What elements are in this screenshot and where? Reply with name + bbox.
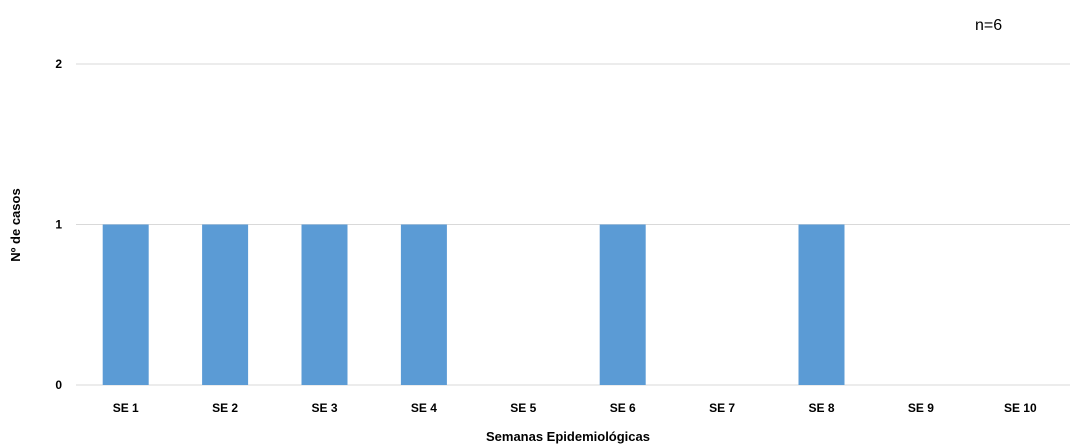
- y-tick-label: 0: [55, 378, 62, 392]
- bar-se-6: [599, 224, 646, 385]
- bar-se-1: [102, 224, 149, 385]
- bar-se-4: [400, 224, 447, 385]
- x-tick-label: SE 2: [212, 401, 238, 415]
- x-tick-label: SE 3: [311, 401, 337, 415]
- x-tick-label: SE 4: [411, 401, 437, 415]
- bars: [102, 224, 845, 385]
- x-axis-title: Semanas Epidemiológicas: [486, 429, 650, 444]
- bar-se-2: [202, 224, 249, 385]
- annotation-n: n=6: [975, 17, 1002, 34]
- x-tick-label: SE 9: [908, 401, 934, 415]
- x-tick-label: SE 5: [510, 401, 536, 415]
- x-tick-label: SE 10: [1004, 401, 1037, 415]
- x-tick-label: SE 6: [610, 401, 636, 415]
- y-axis-title: Nº de casos: [8, 188, 23, 261]
- y-tick-label: 1: [55, 218, 62, 232]
- y-axis-ticks: 0 1 2: [55, 57, 62, 392]
- x-axis-ticks: SE 1 SE 2 SE 3 SE 4 SE 5 SE 6 SE 7 SE 8 SE 9 SE 1…: [113, 401, 1037, 415]
- bar-se-3: [301, 224, 348, 385]
- x-tick-label: SE 8: [808, 401, 834, 415]
- y-tick-label: 2: [55, 57, 62, 71]
- x-tick-label: SE 1: [113, 401, 139, 415]
- x-tick-label: SE 7: [709, 401, 735, 415]
- bar-se-8: [798, 224, 845, 385]
